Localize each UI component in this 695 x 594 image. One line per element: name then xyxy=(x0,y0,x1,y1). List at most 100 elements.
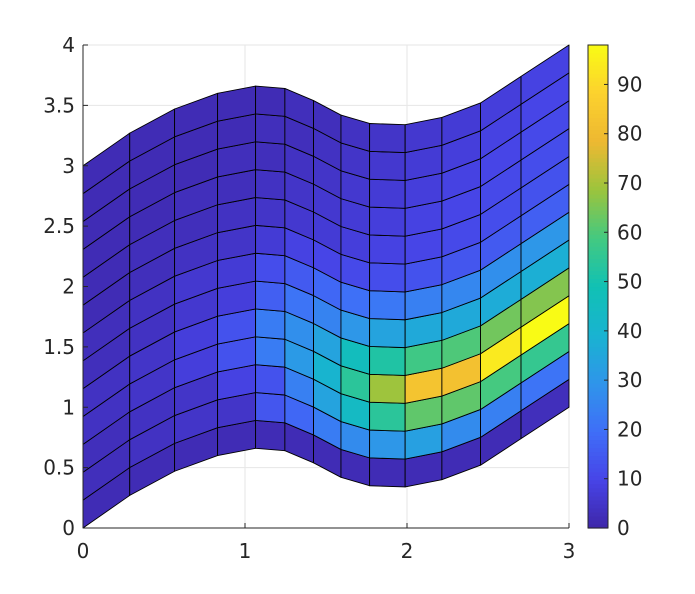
colorbar-segment xyxy=(588,294,608,300)
y-tick-label: 0 xyxy=(62,516,75,540)
colorbar-segment xyxy=(588,189,608,195)
colorbar-segment xyxy=(588,177,608,183)
mesh-cell xyxy=(369,206,406,237)
y-tick-label: 3 xyxy=(62,154,75,178)
colorbar-segment xyxy=(588,109,608,115)
y-tick-label: 2.5 xyxy=(43,214,75,238)
colorbar-segment xyxy=(588,161,608,167)
colorbar-segment xyxy=(588,230,608,235)
colorbar-segment xyxy=(588,391,608,396)
colorbar-segment xyxy=(588,254,608,259)
colorbar-segment xyxy=(588,222,608,227)
mesh-cell xyxy=(255,280,286,312)
colorbar-segment xyxy=(588,201,608,207)
y-tick-label: 2 xyxy=(62,275,75,299)
colorbar-segment xyxy=(588,375,608,380)
colorbar-segment xyxy=(588,403,608,408)
colorbar-segment xyxy=(588,322,608,328)
colorbar-segment xyxy=(588,342,608,348)
colorbar-segment xyxy=(588,507,608,513)
colorbar-segment xyxy=(588,250,608,255)
colorbar-segment xyxy=(588,362,608,368)
mesh-cells xyxy=(82,44,570,529)
colorbar-segment xyxy=(588,193,608,199)
colorbar-tick-label: 90 xyxy=(617,72,642,96)
colorbar-segment xyxy=(588,451,608,457)
colorbar-segment xyxy=(588,242,608,247)
colorbar-segment xyxy=(588,415,608,420)
colorbar-segment xyxy=(588,411,608,416)
colorbar-tick-label: 80 xyxy=(617,122,642,146)
colorbar-segment xyxy=(588,298,608,304)
colorbar-segment xyxy=(588,302,608,308)
colorbar-segment xyxy=(588,49,608,54)
colorbar-segment xyxy=(588,483,608,489)
colorbar-segment xyxy=(588,326,608,332)
colorbar-segment xyxy=(588,101,608,106)
colorbar-segment xyxy=(588,125,608,131)
mesh-cell xyxy=(369,373,406,404)
y-tick-label: 0.5 xyxy=(43,456,75,480)
colorbar-segment xyxy=(588,246,608,251)
colorbar-segment xyxy=(588,314,608,320)
colorbar-segment xyxy=(588,61,608,66)
colorbar-segment xyxy=(588,234,608,239)
colorbar-segment xyxy=(588,45,608,50)
y-tick-label: 4 xyxy=(62,33,75,57)
colorbar-segment xyxy=(588,399,608,404)
mesh-cell xyxy=(255,169,286,201)
x-tick-label: 0 xyxy=(77,539,90,563)
colorbar-segment xyxy=(588,57,608,62)
mesh-cell xyxy=(255,113,286,145)
colorbar-segment xyxy=(588,499,608,505)
colorbar-tick-label: 30 xyxy=(617,368,642,392)
colorbar: 0 10 20 30 40 50 60 70 80 90 xyxy=(587,44,642,540)
colorbar-tick-label: 70 xyxy=(617,171,642,195)
colorbar-segment xyxy=(588,346,608,352)
colorbar-segment xyxy=(588,286,608,292)
y-tick-label: 1.5 xyxy=(43,335,75,359)
colorbar-segment xyxy=(588,157,608,163)
colorbar-segment xyxy=(588,459,608,465)
colorbar-segment xyxy=(588,97,608,102)
colorbar-segment xyxy=(588,310,608,316)
mesh-cell xyxy=(369,234,406,265)
colorbar-segment xyxy=(588,181,608,187)
mesh-cell xyxy=(255,336,286,368)
y-tick-label: 3.5 xyxy=(43,93,75,117)
colorbar-segment xyxy=(588,427,608,432)
colorbar-segment xyxy=(588,515,608,521)
colorbar-segment xyxy=(588,503,608,509)
colorbar-segment xyxy=(588,89,608,94)
colorbar-tick-label: 0 xyxy=(617,516,630,540)
colorbar-segment xyxy=(588,121,608,127)
colorbar-segment xyxy=(588,105,608,110)
colorbar-segment xyxy=(588,117,608,123)
colorbar-segment xyxy=(588,431,608,437)
colorbar-segment xyxy=(588,266,608,271)
colorbar-segment xyxy=(588,407,608,412)
mesh-cell xyxy=(369,401,406,432)
mesh-cell xyxy=(255,224,286,257)
colorbar-segment xyxy=(588,383,608,388)
colorbar-tick-label: 10 xyxy=(617,467,642,491)
colorbar-segment xyxy=(588,226,608,231)
colorbar-tick-label: 40 xyxy=(617,319,642,343)
x-tick-label: 3 xyxy=(563,539,576,563)
colorbar-segment xyxy=(588,206,608,211)
mesh-cell xyxy=(255,85,286,117)
colorbar-segment xyxy=(588,274,608,280)
colorbar-segment xyxy=(588,81,608,86)
mesh-cell xyxy=(369,123,406,154)
colorbar-segment xyxy=(588,165,608,171)
colorbar-segment xyxy=(588,435,608,441)
colorbar-segment xyxy=(588,53,608,58)
mesh-cell xyxy=(369,457,406,488)
colorbar-segment xyxy=(588,65,608,70)
colorbar-segment xyxy=(588,519,608,525)
colorbar-segment xyxy=(588,395,608,400)
colorbar-segment xyxy=(588,262,608,267)
mesh-cell xyxy=(255,141,286,173)
colorbar-segment xyxy=(588,487,608,493)
colorbar-segment xyxy=(588,145,608,151)
